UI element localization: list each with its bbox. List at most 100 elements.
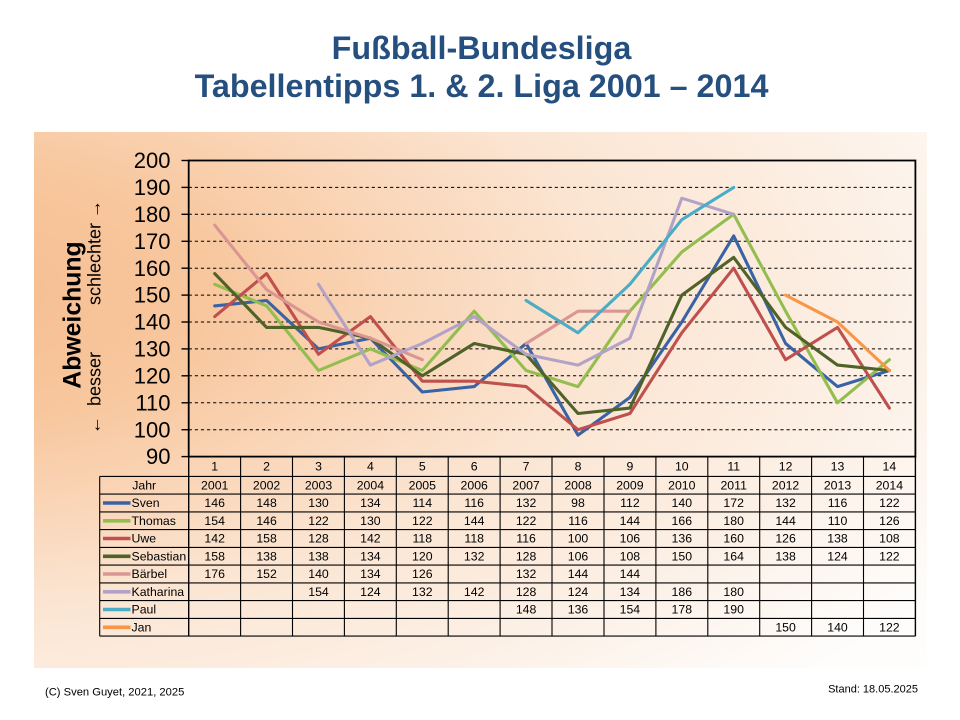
svg-text:2009: 2009 [616, 478, 644, 492]
svg-text:166: 166 [672, 514, 693, 528]
svg-text:90: 90 [146, 444, 170, 469]
svg-text:124: 124 [568, 585, 589, 599]
svg-text:106: 106 [568, 549, 589, 563]
svg-text:126: 126 [879, 514, 900, 528]
svg-text:186: 186 [672, 585, 693, 599]
svg-text:132: 132 [412, 585, 433, 599]
svg-text:154: 154 [308, 585, 329, 599]
svg-text:Katharina: Katharina [132, 585, 185, 599]
svg-text:5: 5 [419, 460, 426, 474]
svg-text:134: 134 [360, 496, 381, 510]
svg-text:138: 138 [775, 549, 796, 563]
svg-text:158: 158 [256, 532, 277, 546]
svg-text:122: 122 [516, 514, 537, 528]
svg-text:8: 8 [575, 460, 582, 474]
svg-text:134: 134 [360, 549, 381, 563]
svg-text:116: 116 [568, 514, 588, 528]
svg-text:118: 118 [412, 532, 432, 546]
svg-text:138: 138 [827, 532, 848, 546]
svg-text:14: 14 [883, 460, 897, 474]
svg-text:116: 116 [516, 532, 536, 546]
svg-text:154: 154 [204, 514, 225, 528]
svg-text:200: 200 [134, 148, 171, 173]
svg-text:122: 122 [879, 549, 900, 563]
svg-text:100: 100 [568, 532, 589, 546]
svg-text:140: 140 [308, 567, 329, 581]
svg-text:Jahr: Jahr [132, 478, 156, 492]
svg-text:124: 124 [827, 549, 848, 563]
svg-text:140: 140 [827, 620, 848, 634]
svg-text:110: 110 [135, 390, 170, 415]
svg-text:Stand: 18.05.2025: Stand: 18.05.2025 [828, 684, 918, 696]
svg-text:112: 112 [620, 496, 640, 510]
svg-text:144: 144 [620, 514, 641, 528]
svg-text:108: 108 [620, 549, 641, 563]
svg-text:146: 146 [256, 514, 277, 528]
svg-text:← besser: ← besser [85, 352, 105, 434]
svg-text:180: 180 [723, 514, 744, 528]
svg-text:2007: 2007 [512, 478, 540, 492]
svg-text:146: 146 [204, 496, 225, 510]
svg-text:170: 170 [134, 229, 171, 254]
svg-text:108: 108 [879, 532, 900, 546]
svg-text:Sven: Sven [132, 496, 160, 510]
svg-text:Bärbel: Bärbel [132, 567, 168, 581]
svg-text:148: 148 [516, 603, 537, 617]
svg-text:160: 160 [134, 256, 171, 281]
svg-text:142: 142 [360, 532, 381, 546]
svg-text:schlechter →: schlechter → [85, 200, 105, 305]
svg-text:154: 154 [620, 603, 641, 617]
svg-text:134: 134 [620, 585, 641, 599]
svg-text:Sebastian: Sebastian [132, 549, 187, 563]
svg-text:Tabellentipps 1. & 2. Liga 200: Tabellentipps 1. & 2. Liga 2001 – 2014 [195, 68, 769, 104]
svg-text:2013: 2013 [824, 478, 852, 492]
svg-text:110: 110 [828, 514, 848, 528]
svg-text:120: 120 [412, 549, 433, 563]
svg-text:122: 122 [879, 620, 900, 634]
svg-text:150: 150 [672, 549, 693, 563]
svg-text:132: 132 [516, 496, 537, 510]
svg-text:130: 130 [134, 337, 171, 362]
svg-text:124: 124 [360, 585, 381, 599]
svg-text:136: 136 [672, 532, 693, 546]
svg-text:2011: 2011 [720, 478, 747, 492]
svg-text:132: 132 [516, 567, 537, 581]
svg-text:2001: 2001 [201, 478, 229, 492]
svg-text:142: 142 [464, 585, 485, 599]
svg-text:178: 178 [672, 603, 693, 617]
svg-text:172: 172 [723, 496, 744, 510]
svg-text:12: 12 [779, 460, 793, 474]
svg-text:10: 10 [675, 460, 689, 474]
svg-text:106: 106 [620, 532, 641, 546]
svg-text:6: 6 [471, 460, 478, 474]
svg-text:116: 116 [464, 496, 484, 510]
svg-text:120: 120 [134, 363, 171, 388]
svg-text:180: 180 [134, 202, 171, 227]
svg-text:130: 130 [360, 514, 381, 528]
svg-text:Paul: Paul [132, 603, 157, 617]
svg-text:180: 180 [723, 585, 744, 599]
svg-text:Uwe: Uwe [132, 532, 157, 546]
svg-text:128: 128 [516, 585, 537, 599]
svg-text:190: 190 [134, 175, 171, 200]
svg-text:2002: 2002 [253, 478, 281, 492]
svg-text:150: 150 [134, 283, 171, 308]
svg-text:Thomas: Thomas [132, 514, 176, 528]
svg-text:140: 140 [134, 310, 171, 335]
svg-text:138: 138 [256, 549, 277, 563]
svg-text:11: 11 [727, 460, 740, 474]
svg-text:144: 144 [775, 514, 796, 528]
svg-text:144: 144 [464, 514, 485, 528]
svg-text:152: 152 [256, 567, 277, 581]
svg-text:13: 13 [831, 460, 845, 474]
svg-text:176: 176 [204, 567, 225, 581]
svg-text:140: 140 [672, 496, 693, 510]
svg-text:148: 148 [256, 496, 277, 510]
svg-text:122: 122 [412, 514, 433, 528]
svg-text:158: 158 [204, 549, 225, 563]
svg-text:100: 100 [134, 417, 171, 442]
svg-text:2004: 2004 [357, 478, 385, 492]
svg-text:164: 164 [723, 549, 744, 563]
svg-text:2: 2 [263, 460, 270, 474]
svg-text:114: 114 [412, 496, 432, 510]
